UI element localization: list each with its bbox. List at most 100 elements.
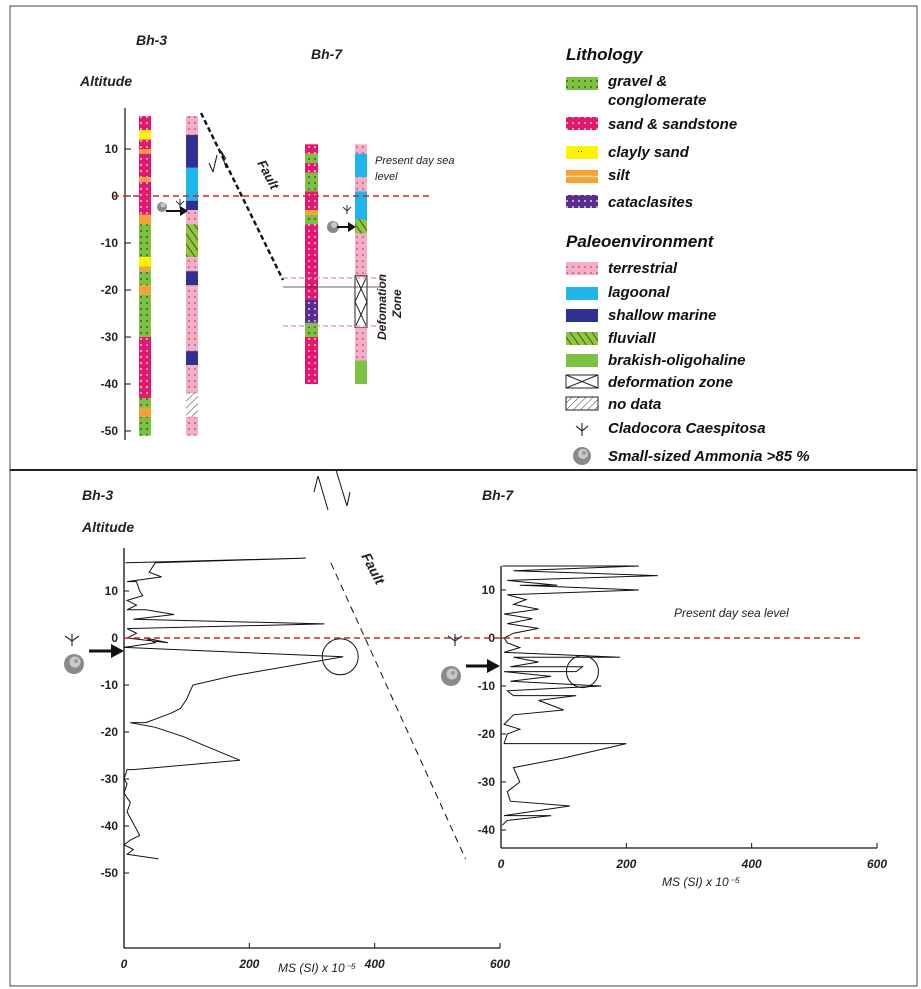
bottom-altitude-label: Altitude [81,519,134,535]
layer-pattern [186,365,198,394]
legend-swatch-clayly-sand [566,146,598,159]
legend-swatch-shallow-marine [566,309,598,322]
bh3-ms-curve [123,557,466,860]
legend-label-lagoonal: lagoonal [608,284,671,301]
x-tick-label: 0 [121,957,128,971]
deformation-label-2: Zone [390,289,404,319]
layer-pattern [355,144,367,154]
layer-lagoonal [355,153,367,178]
legend-ammonia-icon [573,447,591,465]
legend-lithology-title: Lithology [566,45,644,64]
y-tick-label: -30 [101,772,119,786]
bh3-ms-axes: 10 0 -10 -20 -30 -40 -50 0 200 400 600 [101,548,510,971]
top-altitude-label: Altitude [79,73,132,89]
layer-lagoonal [186,167,198,201]
legend-swatch-cataclasites-pattern [566,195,598,208]
Bh-3-axes: 10 0 -10 -20 -30 -40 -50 0 200 400 600 [101,548,510,971]
legend-label-gravel-1: gravel & [607,73,667,90]
layer-silt [139,266,151,272]
legend-label-brakish: brakish-oligohaline [608,352,746,369]
layer-pattern [305,299,318,323]
bottom-bh7-coral-icon [447,634,463,646]
layer-clayly-sand [139,257,151,267]
top-fault-label: Fault [254,157,282,192]
legend-label-deformation-zone: deformation zone [608,374,733,391]
x-tick-label: 0 [498,857,505,871]
layer-brakish [355,360,367,384]
layer-pattern [139,116,151,131]
layer-pattern [305,144,318,154]
legend: Lithology gravel & conglomerate sand & s… [565,45,810,465]
top-y-tick-label: -10 [101,236,119,250]
bh3-xlabel: MS (SI) x 10⁻⁵ [278,961,356,975]
legend-swatch-no-data [565,396,599,411]
x-tick-label: 400 [741,857,762,871]
layer-pattern [186,416,198,436]
layer-pattern [305,322,318,337]
y-tick-label: -50 [101,866,119,880]
bh7-ms-axes: 10 0 -10 -20 -30 -40 0 200 400 600 [478,566,887,871]
y-tick-label: -10 [101,678,119,692]
bottom-bh3-coral-icon [64,634,80,646]
top-panel: Bh-3 Bh-7 Altitude 100-10-20-30-40-50 Pr… [79,32,455,440]
y-tick-label: -20 [101,725,119,739]
top-y-tick-label: -30 [101,330,119,344]
layer-pattern [355,177,367,192]
y-tick-label: 0 [111,631,118,645]
layer-pattern [139,139,151,149]
Bh-7-ms-line [501,565,658,826]
layer-silt [139,407,151,417]
deformation-label-1: Defomation [375,274,389,340]
legend-swatch-clayly-sand-dots: ·· [577,146,583,156]
bottom-fault-arrows-icon [313,469,351,511]
layer-pattern [139,224,151,258]
layer-fluviall [355,219,367,234]
bottom-bh3-ammonia-icon [64,654,84,674]
top-sea-level-label-1: Present day sea [375,155,455,167]
legend-swatch-brakish [566,354,598,367]
top-bh3-arrow-icon [166,206,188,216]
figure-frame [9,5,918,987]
layer-pattern [305,191,318,211]
highlight-circle [321,638,359,676]
top-bh7-arrow-icon [337,222,356,232]
Bh-7-axes: 10 0 -10 -20 -30 -40 0 200 400 600 [478,566,887,871]
layer-pattern [139,181,151,215]
layer-silt [139,214,151,225]
top-y-tick-label: 10 [105,142,119,156]
bottom-panel: Bh-3 Bh-7 Altitude 10 0 -10 -20 -30 -40 -50 0 20… [64,469,887,975]
layer-pattern [139,416,151,436]
bh7-xlabel: MS (SI) x 10⁻⁵ [662,875,740,889]
legend-label-gravel-2: conglomerate [608,92,706,109]
bh7-ms-curve [501,565,658,826]
legend-label-sand: sand & sandstone [608,116,737,133]
bottom-bh3-arrow-icon [89,644,124,658]
bottom-bh7-ammonia-icon [441,666,461,686]
top-bh3-title: Bh-3 [136,32,167,48]
x-tick-label: 200 [615,857,636,871]
Bh-3-ms-line [123,557,344,860]
layer-silt [139,177,151,182]
layer-pattern [305,224,318,300]
legend-label-fluviall: fluviall [608,330,656,347]
legend-label-no-data: no data [608,396,661,413]
bottom-bh3-title: Bh-3 [82,487,113,503]
y-tick-label: 0 [488,631,495,645]
y-tick-label: -20 [478,727,496,741]
layer-pattern [139,398,151,408]
layer-pattern [186,116,198,135]
layer-silt [139,149,151,154]
top-sea-level-label-2: level [375,171,398,183]
layer-pattern [139,294,151,337]
legend-label-shallow-marine: shallow marine [608,307,716,324]
layer-pattern [139,153,151,178]
layer-shallow-marine [186,200,198,211]
layer-pattern [139,337,151,399]
legend-paleo-title: Paleoenvironment [566,232,715,251]
legend-swatch-fluviall [566,332,598,345]
bh7-lithology-column [305,144,318,384]
layer-pattern [139,271,151,286]
bottom-sea-level-label: Present day sea level [674,606,789,620]
layer-pattern [355,233,367,276]
